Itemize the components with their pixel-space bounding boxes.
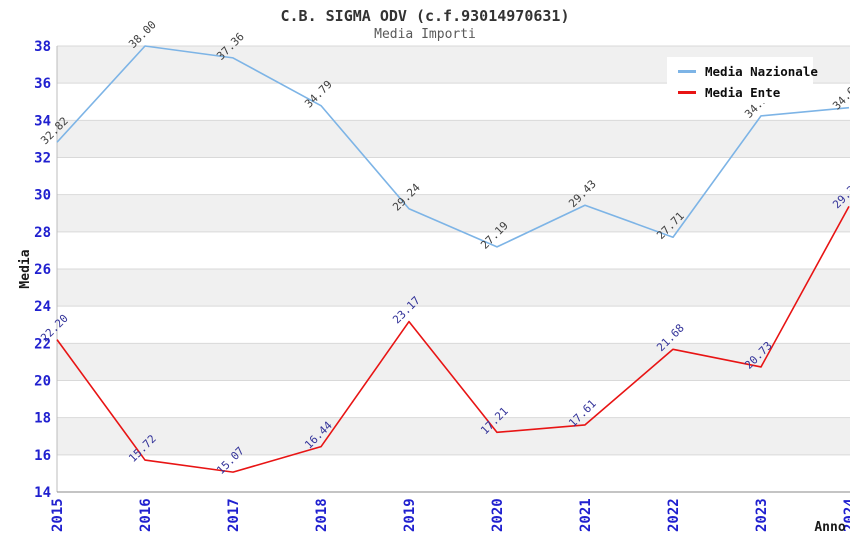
svg-text:2021: 2021: [578, 498, 594, 532]
svg-text:22.20: 22.20: [38, 312, 71, 345]
svg-text:18: 18: [34, 411, 51, 427]
svg-text:36: 36: [34, 76, 51, 92]
svg-text:2019: 2019: [402, 498, 418, 532]
svg-text:20: 20: [34, 374, 51, 390]
svg-text:22: 22: [34, 336, 51, 352]
chart-subtitle: Media Importi: [374, 27, 476, 42]
svg-text:28: 28: [34, 225, 51, 241]
legend: Media Nazionale Media Ente: [667, 57, 818, 103]
svg-text:2018: 2018: [314, 498, 330, 532]
legend-line-swatch-nazionale: [678, 70, 696, 73]
legend-line-swatch-ente: [678, 91, 696, 94]
svg-text:30: 30: [34, 188, 51, 204]
svg-text:34: 34: [34, 113, 51, 129]
svg-text:2016: 2016: [138, 498, 154, 532]
svg-text:2017: 2017: [226, 498, 242, 532]
svg-text:16: 16: [34, 448, 51, 464]
svg-text:Anno: Anno: [814, 520, 845, 535]
svg-text:32: 32: [34, 151, 51, 167]
svg-text:Media: Media: [18, 249, 33, 288]
svg-text:2020: 2020: [490, 498, 506, 532]
legend-label-nazionale: Media Nazionale: [705, 64, 818, 79]
svg-text:2015: 2015: [50, 498, 66, 532]
legend-item-media-ente: Media Ente: [678, 82, 813, 103]
svg-text:2023: 2023: [754, 498, 770, 532]
svg-text:2022: 2022: [666, 498, 682, 532]
svg-text:24: 24: [34, 299, 51, 315]
svg-text:2024: 2024: [842, 498, 850, 532]
legend-label-ente: Media Ente: [705, 85, 781, 100]
svg-text:26: 26: [34, 262, 51, 278]
svg-text:38: 38: [34, 39, 51, 55]
chart-title: C.B. SIGMA ODV (c.f.93014970631): [280, 7, 570, 25]
legend-item-media-nazionale: Media Nazionale: [678, 61, 818, 82]
svg-text:14: 14: [34, 485, 51, 501]
